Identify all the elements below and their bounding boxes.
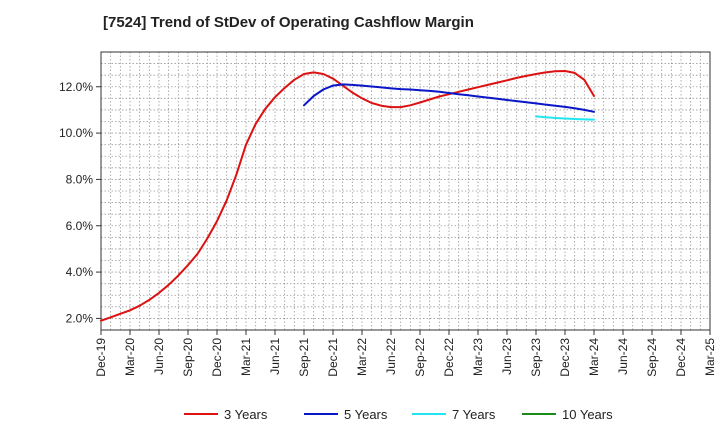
grid [100,51,711,331]
x-tick-label: Jun-22 [384,338,398,375]
x-tick-label: Mar-20 [123,338,137,376]
y-tick-label: 10.0% [59,126,93,140]
series-lines [100,70,595,322]
y-tick-label: 8.0% [66,172,94,186]
legend-label-3-years: 3 Years [224,407,268,422]
legend: 3 Years 5 Years 7 Years 10 Years [184,407,613,422]
x-tick-label: Jun-23 [500,338,514,375]
y-axis: 2.0% 4.0% 6.0% 8.0% 10.0% 12.0% [59,80,101,325]
x-tick-label: Mar-21 [239,338,253,376]
series-line-5-years [303,83,595,113]
x-tick-label: Sep-22 [413,338,427,377]
x-tick-label: Jun-24 [616,338,630,375]
x-tick-label: Mar-22 [355,338,369,376]
legend-label-10-years: 10 Years [562,407,613,422]
x-tick-label: Dec-20 [210,338,224,377]
x-tick-label: Dec-19 [94,338,108,377]
x-tick-label: Dec-22 [442,338,456,377]
y-tick-label: 2.0% [66,311,94,325]
x-tick-label: Mar-23 [471,338,485,376]
x-tick-label: Dec-24 [674,338,688,377]
x-tick-label: Sep-20 [181,338,195,377]
series-line-7-years [535,115,595,121]
x-tick-label: Mar-25 [703,338,717,376]
x-tick-label: Mar-24 [587,338,601,376]
x-axis: Dec-19 Mar-20 Jun-20 Sep-20 Dec-20 Mar-21 Jun-… [94,330,717,377]
x-tick-label: Dec-21 [326,338,340,377]
legend-label-7-years: 7 Years [452,407,496,422]
chart-title: [7524] Trend of StDev of Operating Cashf… [103,14,474,31]
series-line-3-years [100,70,595,322]
plot-frame [100,51,711,331]
x-tick-label: Jun-20 [152,338,166,375]
x-tick-label: Dec-23 [558,338,572,377]
legend-label-5-years: 5 Years [344,407,388,422]
x-tick-label: Sep-24 [645,338,659,377]
y-tick-label: 12.0% [59,80,93,94]
y-tick-label: 4.0% [66,265,94,279]
x-tick-label: Jun-21 [268,338,282,375]
y-tick-label: 6.0% [66,219,94,233]
x-tick-label: Sep-21 [297,338,311,377]
x-tick-label: Sep-23 [529,338,543,377]
